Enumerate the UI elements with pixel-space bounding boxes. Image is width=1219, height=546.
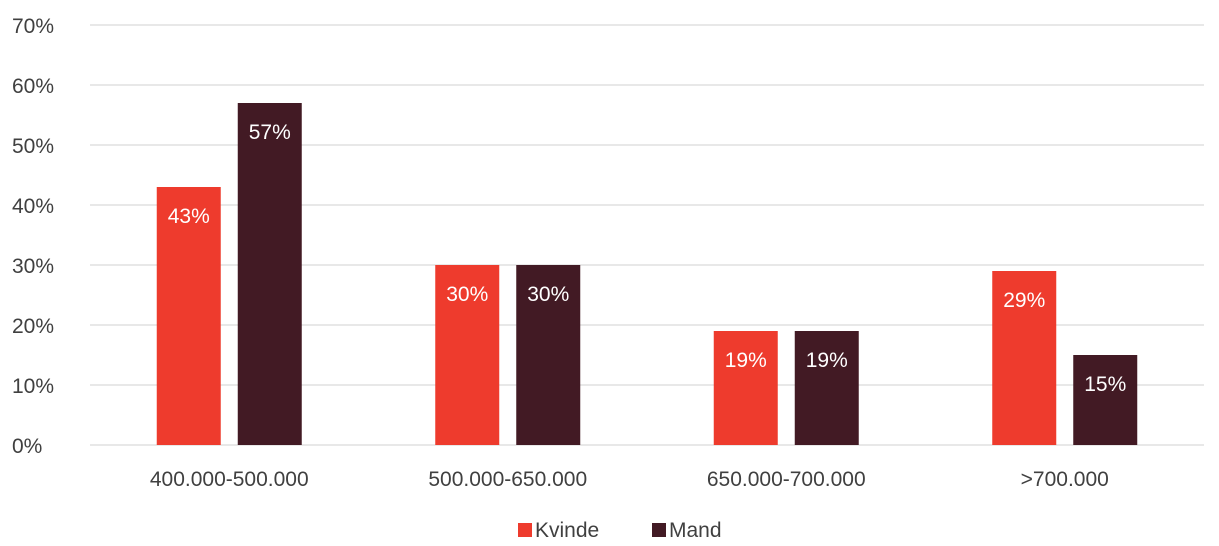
data-label-mand-3: 15% xyxy=(1084,373,1126,396)
bar-mand-2 xyxy=(794,331,859,445)
x-axis-category-labels: 400.000-500.000 500.000-650.000 650.000-70… xyxy=(150,468,1109,491)
bar-kvinde-3 xyxy=(992,271,1057,445)
bar-mand-0 xyxy=(237,103,302,445)
bar-kvinde-1 xyxy=(435,265,500,445)
bars xyxy=(156,103,1138,445)
bar-mand-1 xyxy=(516,265,581,445)
bar-kvinde-2 xyxy=(713,331,778,445)
legend-swatch-mand xyxy=(652,523,666,537)
y-tick-label: 70% xyxy=(12,15,54,38)
legend: Kvinde Mand xyxy=(518,519,722,542)
x-category-label: 500.000-650.000 xyxy=(428,468,587,491)
legend-label-kvinde: Kvinde xyxy=(535,519,599,541)
x-category-label: 650.000-700.000 xyxy=(707,468,866,491)
y-tick-label: 30% xyxy=(12,255,54,278)
data-label-kvinde-2: 19% xyxy=(725,349,767,372)
bar-kvinde-0 xyxy=(156,187,221,445)
data-labels: 43% 57% 30% 30% 19% 19% 29% 15% xyxy=(168,121,1127,396)
bar-mand-3 xyxy=(1073,355,1138,445)
data-label-kvinde-0: 43% xyxy=(168,205,210,228)
y-tick-label: 20% xyxy=(12,315,54,338)
y-tick-label: 40% xyxy=(12,195,54,218)
data-label-mand-0: 57% xyxy=(249,121,291,144)
y-tick-label: 60% xyxy=(12,75,54,98)
data-label-mand-2: 19% xyxy=(806,349,848,372)
legend-swatch-kvinde xyxy=(518,523,532,537)
legend-label-mand: Mand xyxy=(669,519,722,541)
y-axis-tick-labels: 0% 10% 20% 30% 40% 50% 60% 70% xyxy=(12,15,54,458)
data-label-kvinde-1: 30% xyxy=(446,283,488,306)
y-tick-label: 10% xyxy=(12,375,54,398)
y-tick-label: 0% xyxy=(12,435,42,458)
x-category-label: >700.000 xyxy=(1021,468,1109,491)
data-label-kvinde-3: 29% xyxy=(1003,289,1045,312)
x-category-label: 400.000-500.000 xyxy=(150,468,309,491)
data-label-mand-1: 30% xyxy=(527,283,569,306)
y-tick-label: 50% xyxy=(12,135,54,158)
